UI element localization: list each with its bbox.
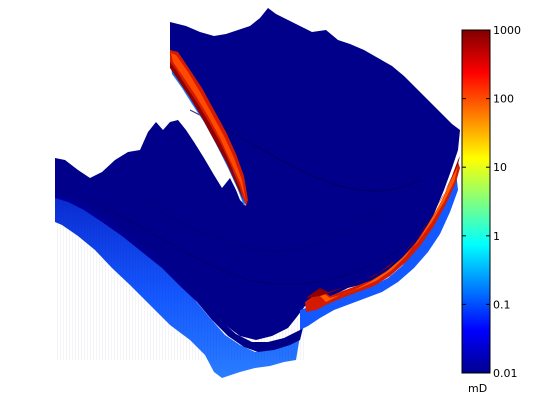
colorbar-gradient [461,29,491,374]
high-perm-strip-right [305,162,460,312]
colorbar-unit-label: mD [468,382,487,395]
colorbar-tick-label: 0.1 [493,298,511,311]
colorbar-tick-label: 1000 [493,24,521,37]
colorbar-tick-label: 1 [493,230,500,243]
high-perm-strip-left [170,50,248,206]
colorbar: 1000 100 10 1 0.1 0.01 mD [461,24,521,395]
top-shading-ridge [99,204,401,286]
high-perm-strip-left-dark [170,62,244,202]
colorbar-ticks: 1000 100 10 1 0.1 0.01 [462,24,521,380]
high-perm-strip-left-core [171,53,246,202]
colorbar-tick-label: 0.01 [493,367,518,380]
reservoir-surface [55,8,460,378]
top-shading-fold [189,109,421,192]
top-surface [55,8,460,340]
high-perm-strip-right-side [300,172,458,330]
top-shading-valley [139,199,381,252]
colorbar-tick-label: 10 [493,161,507,174]
colorbar-tick-label: 100 [493,93,514,106]
